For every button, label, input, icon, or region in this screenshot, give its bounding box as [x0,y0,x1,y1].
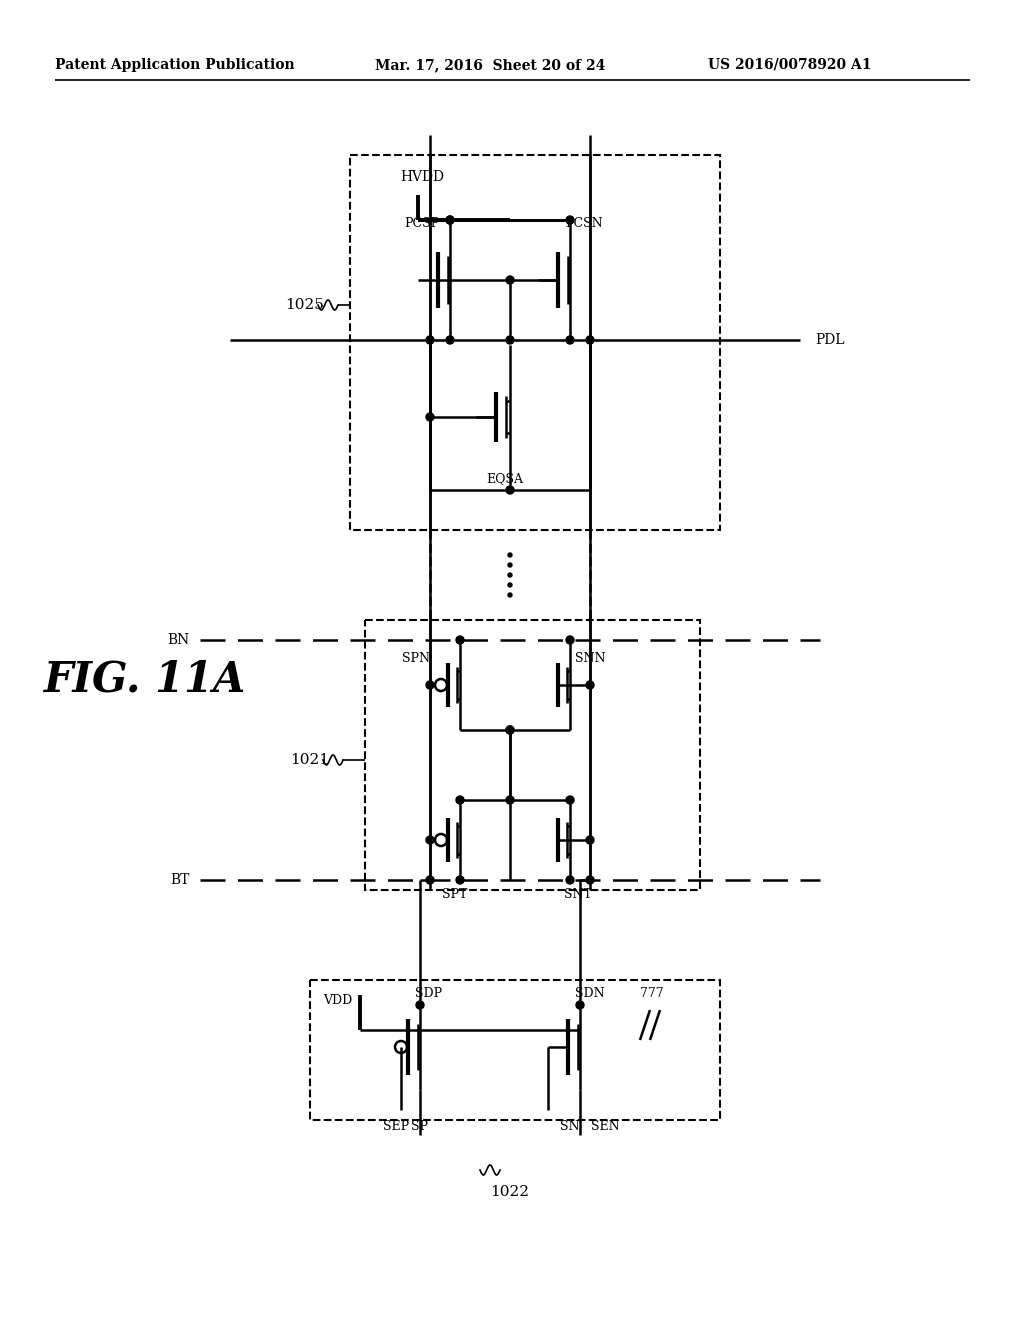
Bar [310,979,720,1119]
Text: EQSA: EQSA [486,473,523,484]
Circle shape [506,726,514,734]
Text: FIG. 11A: FIG. 11A [44,659,246,701]
Circle shape [586,836,594,843]
Circle shape [508,593,512,597]
Circle shape [586,876,594,884]
Text: PCSN: PCSN [565,216,603,230]
Text: 1021: 1021 [291,752,330,767]
Text: US 2016/0078920 A1: US 2016/0078920 A1 [709,58,871,73]
Text: 1022: 1022 [490,1185,529,1199]
Circle shape [566,796,574,804]
Text: PDL: PDL [815,333,845,347]
Circle shape [446,216,454,224]
Text: HVDD: HVDD [400,170,444,183]
Circle shape [506,276,514,284]
Circle shape [575,1001,584,1008]
Circle shape [426,876,434,884]
Circle shape [456,796,464,804]
Text: Mar. 17, 2016  Sheet 20 of 24: Mar. 17, 2016 Sheet 20 of 24 [375,58,605,73]
Circle shape [566,876,574,884]
Text: 777: 777 [640,987,664,1001]
Circle shape [446,337,454,345]
Text: SPN: SPN [402,652,430,665]
Text: PCSP: PCSP [404,216,439,230]
Circle shape [586,337,594,345]
Circle shape [426,836,434,843]
Bar [365,620,700,890]
Circle shape [586,681,594,689]
Text: SNN: SNN [575,652,605,665]
Text: SDP: SDP [415,987,442,1001]
Circle shape [426,413,434,421]
Circle shape [566,216,574,224]
Bar [350,154,720,531]
Circle shape [426,681,434,689]
Circle shape [446,216,454,224]
Text: SEN: SEN [591,1119,620,1133]
Circle shape [506,486,514,494]
Circle shape [506,337,514,345]
Text: SEP: SEP [383,1119,409,1133]
Text: VDD: VDD [323,994,352,1006]
Circle shape [566,636,574,644]
Circle shape [506,726,514,734]
Text: BN: BN [168,634,190,647]
Text: SPT: SPT [442,888,468,902]
Text: SNT: SNT [564,888,592,902]
Circle shape [456,636,464,644]
Text: 1025: 1025 [286,298,325,312]
Circle shape [456,876,464,884]
Circle shape [508,564,512,568]
Text: SDN: SDN [575,987,604,1001]
Text: SP: SP [412,1119,428,1133]
Text: BT: BT [171,873,190,887]
Circle shape [566,337,574,345]
Circle shape [416,1001,424,1008]
Circle shape [506,796,514,804]
Circle shape [508,553,512,557]
Text: SN: SN [560,1119,580,1133]
Circle shape [426,337,434,345]
Text: Patent Application Publication: Patent Application Publication [55,58,295,73]
Circle shape [508,583,512,587]
Circle shape [508,573,512,577]
